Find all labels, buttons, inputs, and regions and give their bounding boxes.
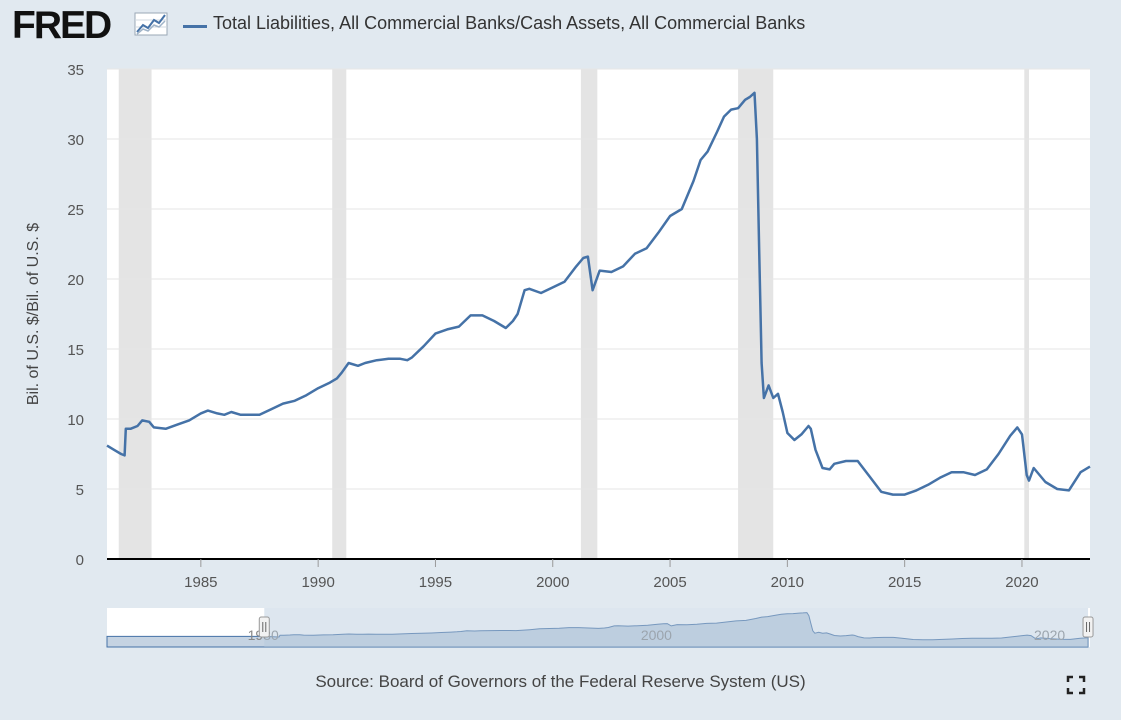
navigator[interactable]: 198020002020 bbox=[0, 600, 1121, 656]
x-tick-label-2015: 2015 bbox=[888, 574, 921, 591]
fred-logo[interactable]: FRED bbox=[12, 4, 112, 47]
x-tick-label-1995: 1995 bbox=[419, 574, 452, 591]
plot-area bbox=[107, 69, 1090, 559]
recession-band-3 bbox=[738, 69, 774, 559]
y-tick-label-35: 35 bbox=[67, 62, 84, 79]
x-tick-label-2010: 2010 bbox=[771, 574, 804, 591]
y-tick-label-20: 20 bbox=[67, 272, 84, 289]
x-tick-label-2000: 2000 bbox=[536, 574, 569, 591]
x-tick-label-1990: 1990 bbox=[301, 574, 334, 591]
x-tick-label-1985: 1985 bbox=[184, 574, 217, 591]
y-tick-label-5: 5 bbox=[76, 482, 84, 499]
navigator-selection[interactable] bbox=[264, 608, 1089, 647]
navigator-handle-right[interactable] bbox=[1082, 616, 1094, 638]
grid-lines bbox=[107, 68, 1090, 490]
navigator-handle-left-box[interactable] bbox=[258, 616, 270, 638]
chart-header: FRED Total Liabilities, All Commercial B… bbox=[0, 0, 1121, 52]
navigator-label-2000: 2000 bbox=[641, 627, 672, 643]
recession-band-0 bbox=[118, 69, 152, 559]
x-axis-ticks: 1985 1990 1995 2000 2005 2010 2015 2020 bbox=[184, 559, 1039, 591]
recession-band-2 bbox=[580, 69, 598, 559]
x-tick-label-2005: 2005 bbox=[653, 574, 686, 591]
chart-trend-icon bbox=[134, 12, 168, 36]
recession-bands bbox=[118, 69, 1030, 559]
legend-swatch bbox=[183, 25, 207, 28]
y-tick-label-0: 0 bbox=[76, 552, 84, 569]
y-tick-label-30: 30 bbox=[67, 132, 84, 149]
recession-band-1 bbox=[332, 69, 347, 559]
recession-band-4 bbox=[1024, 69, 1030, 559]
navigator-handle-right-box[interactable] bbox=[1082, 616, 1094, 638]
fullscreen-icon[interactable] bbox=[1066, 675, 1086, 695]
y-axis-ticks: 0 5 10 15 20 25 30 35 bbox=[67, 62, 84, 569]
y-axis-label: Bil. of U.S. $/Bil. of U.S. $ bbox=[25, 223, 42, 405]
legend-label[interactable]: Total Liabilities, All Commercial Banks/… bbox=[213, 13, 806, 33]
navigator-handle-left[interactable] bbox=[258, 616, 270, 638]
main-chart[interactable]: 0 5 10 15 20 25 30 35 1985 1990 1995 2000 2005 2010 2… bbox=[0, 52, 1121, 600]
series-layer bbox=[106, 91, 1091, 496]
navigator-label-2020: 2020 bbox=[1034, 627, 1065, 643]
series-line[interactable] bbox=[106, 91, 1091, 496]
x-tick-label-2020: 2020 bbox=[1005, 574, 1038, 591]
y-tick-label-10: 10 bbox=[67, 412, 84, 429]
source-note: Source: Board of Governors of the Federa… bbox=[315, 672, 806, 691]
navigator-series-area bbox=[106, 612, 1089, 648]
y-tick-label-15: 15 bbox=[67, 342, 84, 359]
y-tick-label-25: 25 bbox=[67, 202, 84, 219]
navigator-layer: 198020002020 bbox=[106, 608, 1094, 648]
